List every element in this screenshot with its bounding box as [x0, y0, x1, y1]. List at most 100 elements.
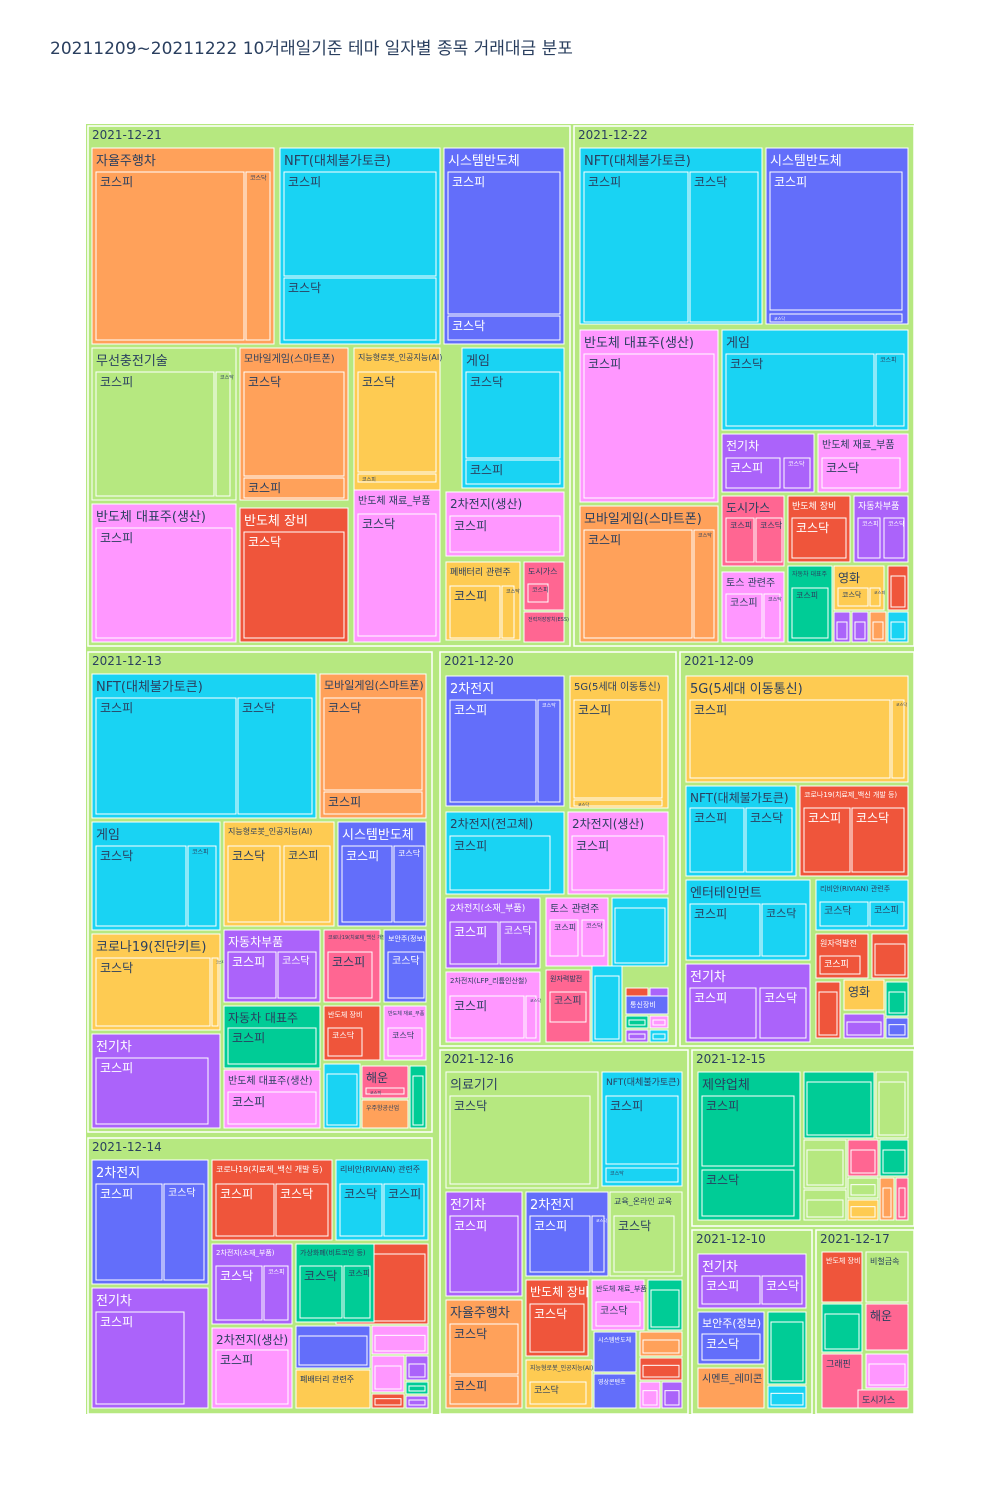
market-node[interactable]: 코스피	[791, 587, 829, 639]
theme-node-small[interactable]	[767, 1385, 807, 1409]
market-node[interactable]: 코스닥	[689, 171, 759, 323]
market-node[interactable]: 코스닥	[581, 919, 605, 957]
market-node[interactable]: 코스닥	[591, 1215, 607, 1273]
market-node[interactable]: 코스피	[527, 583, 549, 603]
market-node[interactable]: 코스닥	[693, 529, 715, 639]
market-node[interactable]: 코스닥	[755, 517, 783, 563]
theme-node-small[interactable]	[371, 1393, 405, 1409]
market-node[interactable]: 코스피	[357, 473, 437, 483]
market-node[interactable]: 코스닥	[275, 1183, 329, 1237]
market-node[interactable]: 코스피	[605, 1095, 679, 1165]
market-node[interactable]: 코스닥	[763, 593, 782, 639]
market-node[interactable]: 코스피	[215, 1183, 275, 1237]
market-node[interactable]: 코스피	[449, 515, 561, 553]
theme-node-small[interactable]	[869, 611, 887, 643]
market-node[interactable]: 코스피	[465, 459, 561, 485]
theme-node-small[interactable]	[371, 1355, 405, 1393]
market-node[interactable]: 코스피	[243, 477, 345, 499]
market-node[interactable]: 코스피	[383, 1183, 425, 1237]
market-node[interactable]: 코스닥	[573, 799, 663, 807]
theme-node[interactable]: 영상콘텐츠	[593, 1373, 637, 1409]
market-node[interactable]: 코스피	[227, 1091, 317, 1125]
theme-node[interactable]: 시멘트_레미콘	[697, 1367, 765, 1409]
market-node[interactable]: 코스피	[725, 593, 763, 639]
theme-node-small[interactable]	[875, 1071, 909, 1139]
market-node[interactable]: 코스닥	[245, 171, 271, 341]
theme-node[interactable]: 폐배터리 관련주	[295, 1369, 371, 1409]
market-node[interactable]: 코스피	[227, 951, 277, 999]
theme-node-small[interactable]	[847, 1199, 879, 1221]
market-node[interactable]: 코스닥	[95, 845, 187, 927]
market-node[interactable]: 코스닥	[783, 457, 811, 489]
theme-node[interactable]: 반도체 대표주(생산) 코스피	[579, 329, 719, 503]
theme-node[interactable]: 2차전지(소재_부품) 코스닥 코스피	[211, 1243, 293, 1325]
theme-node-small[interactable]	[821, 1303, 863, 1353]
theme-node-small[interactable]	[871, 933, 909, 979]
theme-node[interactable]: 반도체 장비	[821, 1251, 863, 1303]
market-node[interactable]: 코스피	[571, 835, 665, 891]
theme-node-small[interactable]	[803, 1189, 847, 1221]
theme-node-small[interactable]	[661, 1381, 683, 1409]
market-node[interactable]: 코스닥	[243, 531, 345, 639]
theme-node[interactable]: 그래핀	[821, 1353, 863, 1409]
market-node[interactable]: 코스닥	[387, 951, 425, 999]
theme-node[interactable]: 반도체 대표주(생산) 코스피	[91, 503, 237, 643]
theme-node[interactable]: 모바일게임(스마트폰) 코스피 코스닥	[579, 505, 719, 643]
market-node[interactable]: 코스피	[689, 903, 761, 957]
market-node[interactable]: 코스닥	[447, 315, 561, 341]
market-node[interactable]: 코스피	[447, 171, 561, 315]
theme-node[interactable]: 영화	[843, 979, 885, 1011]
market-node[interactable]: 코스닥	[163, 1183, 205, 1281]
market-node[interactable]: 코스피	[327, 951, 373, 999]
market-node[interactable]: 코스피	[701, 1095, 795, 1167]
market-node[interactable]: 코스피	[583, 529, 693, 639]
theme-node-small[interactable]	[647, 1279, 683, 1331]
theme-node-small[interactable]	[767, 1311, 807, 1385]
market-node[interactable]: 코스피	[95, 371, 215, 497]
market-node[interactable]: 코스닥	[387, 1027, 423, 1057]
market-node[interactable]: 코스피	[365, 1087, 405, 1095]
theme-node[interactable]: 2차전지(생산) 코스피	[567, 811, 669, 895]
market-node[interactable]: 코스피	[819, 955, 861, 975]
theme-node[interactable]: 2차전지(소재_부품) 코스피 코스닥	[445, 897, 541, 969]
market-node[interactable]: 코스닥	[761, 903, 807, 957]
market-node[interactable]: 코스피	[583, 353, 715, 499]
market-node[interactable]: 코스피	[725, 457, 781, 489]
market-node[interactable]: 코스피	[187, 845, 217, 927]
market-node[interactable]: 코스피	[95, 1057, 209, 1125]
market-node[interactable]: 코스피	[343, 1265, 371, 1319]
theme-node-small[interactable]	[885, 1017, 909, 1039]
market-node[interactable]: 코스피	[449, 699, 537, 803]
market-node[interactable]: 코스피	[529, 1215, 591, 1273]
theme-node[interactable]: 지능형로봇_인공지능(AI) 코스닥 코스피	[223, 821, 335, 927]
market-node[interactable]: 코스닥	[501, 585, 520, 639]
theme-node[interactable]: 시스템반도체	[593, 1331, 637, 1373]
theme-node[interactable]: 반도체 대표주(생산) 코스피	[223, 1069, 321, 1129]
market-node[interactable]: 코스닥	[357, 371, 437, 473]
market-node[interactable]: 코스닥	[499, 921, 537, 965]
market-node[interactable]: 코스닥	[605, 1167, 679, 1183]
